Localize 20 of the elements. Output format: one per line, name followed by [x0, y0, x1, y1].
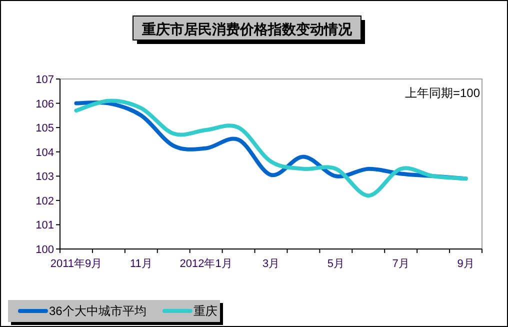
- chart-title: 重庆市居民消费价格指数变动情况: [141, 21, 353, 37]
- x-tick-label: 9月: [457, 258, 474, 270]
- legend-label: 重庆: [193, 304, 218, 318]
- y-tick-label: 102: [36, 195, 54, 208]
- x-tick-label: 11月: [130, 258, 152, 270]
- line-series: [74, 98, 468, 198]
- x-tick-label: 2011年9月: [50, 258, 102, 270]
- annotation: 上年同期=100: [404, 86, 480, 100]
- x-tick-label: 2012年1月: [180, 258, 232, 270]
- y-tick-label: 103: [36, 171, 54, 184]
- y-tick-label: 107: [36, 74, 54, 86]
- y-tick-label: 100: [36, 244, 54, 256]
- x-tick-label: 7月: [392, 258, 410, 270]
- legend-label: 36个大中城市平均: [49, 304, 146, 318]
- y-tick-label: 106: [36, 98, 54, 110]
- y-tick-label: 105: [36, 122, 54, 135]
- x-tick-label: 3月: [262, 258, 280, 270]
- y-tick-label: 104: [36, 146, 54, 159]
- x-tick-label: 5月: [327, 258, 344, 270]
- y-tick-label: 101: [36, 220, 54, 232]
